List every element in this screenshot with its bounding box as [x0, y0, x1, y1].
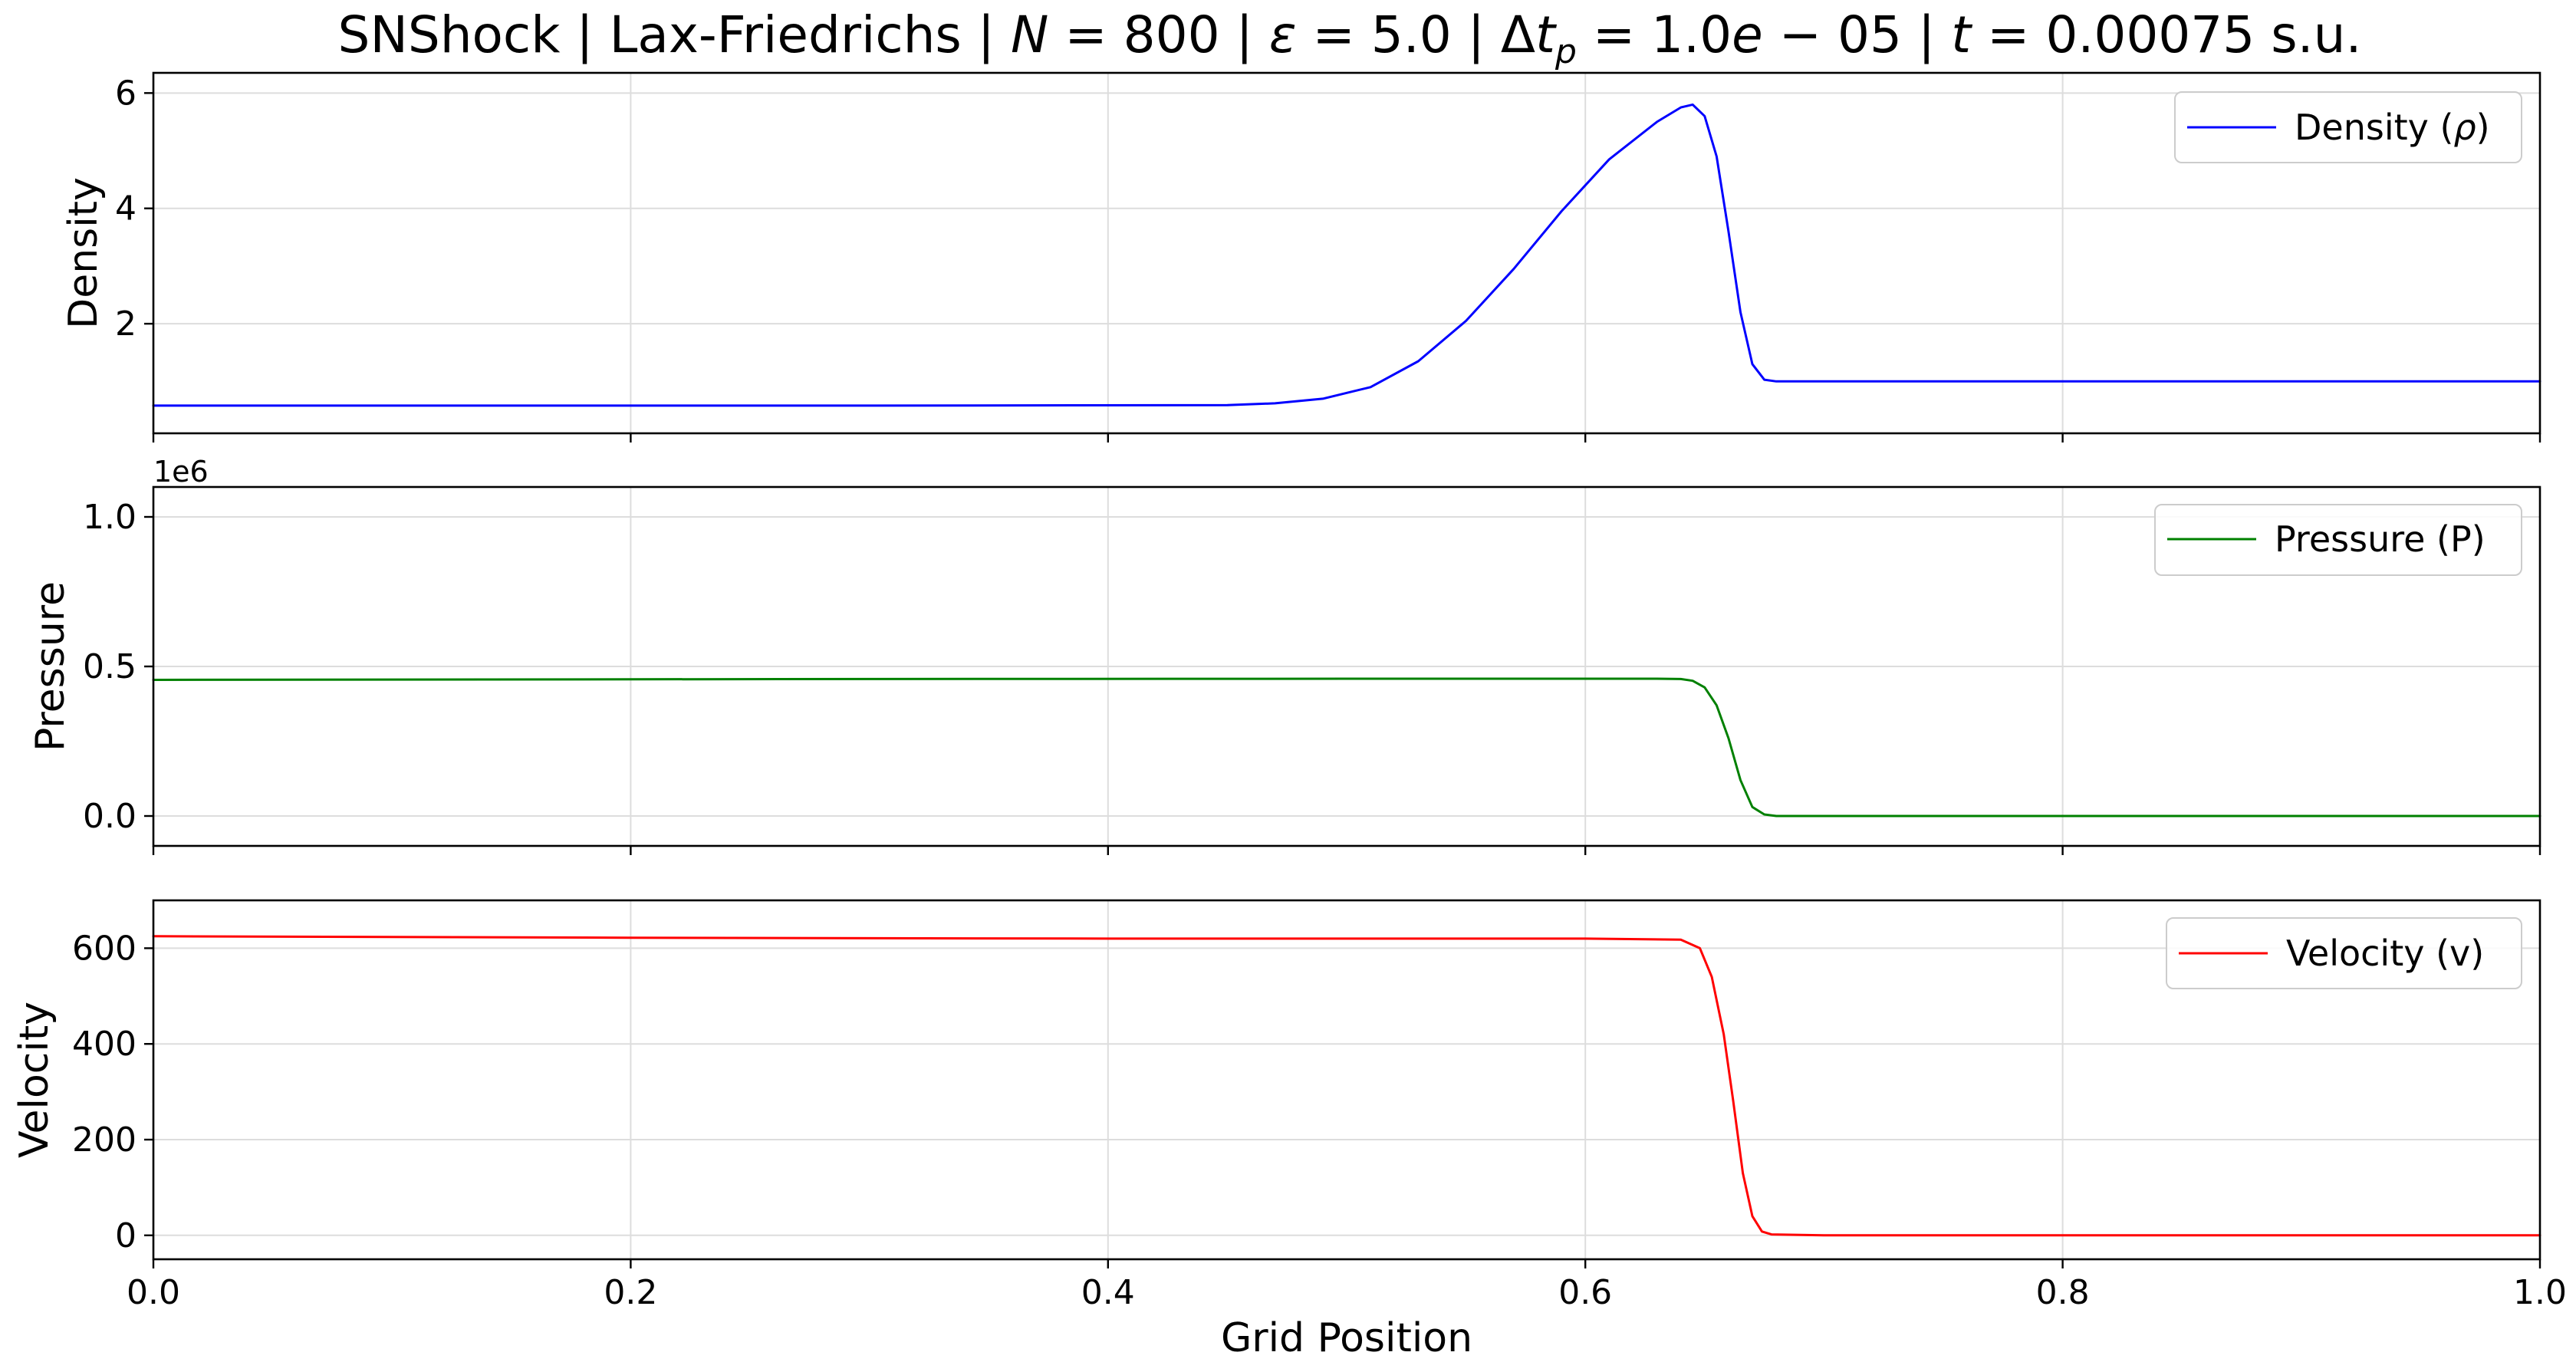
- density-panel: 2 4 6 Density Density (ρ): [61, 71, 2541, 443]
- density-legend-label: Density (ρ): [2295, 107, 2490, 148]
- velocity-legend-label: Velocity (v): [2286, 933, 2484, 974]
- xtick-label-5: 1.0: [2513, 1273, 2567, 1312]
- pressure-panel: 0.0 0.5 1.0 1e6 Pressure Pressure (P): [28, 455, 2541, 855]
- velocity-ytick-label-2: 400: [72, 1025, 137, 1064]
- density-legend: Density (ρ): [2174, 91, 2522, 163]
- pressure-line-0: [152, 677, 2541, 818]
- density-ylabel: Density: [61, 177, 107, 329]
- pressure-ticks: 0.0 0.5 1.0: [83, 498, 2541, 855]
- density-ytick-label-1: 4: [115, 189, 137, 229]
- velocity-panel: 0 200 400 600 0.0 0.2 0.4 0.6 0.8 1.0 Velocity Gr…: [12, 899, 2567, 1361]
- pressure-ytick-label-0: 0.0: [83, 797, 137, 836]
- xtick-label-3: 0.6: [1558, 1273, 1612, 1312]
- xtick-label-2: 0.4: [1081, 1273, 1135, 1312]
- density-legend-box: [2174, 91, 2522, 163]
- pressure-series: [152, 677, 2541, 818]
- pressure-ylabel: Pressure: [28, 581, 74, 752]
- x-axis-label: Grid Position: [1221, 1315, 1472, 1361]
- velocity-ylabel: Velocity: [12, 1002, 58, 1158]
- pressure-legend-box: [2154, 504, 2522, 576]
- xtick-label-1: 0.2: [604, 1273, 657, 1312]
- pressure-ytick-label-1: 0.5: [83, 647, 137, 686]
- pressure-legend: Pressure (P): [2154, 504, 2522, 576]
- density-line-0: [152, 103, 2541, 407]
- velocity-ytick-label-0: 0: [115, 1216, 137, 1255]
- velocity-legend-box: [2166, 917, 2522, 989]
- density-plot-frame: [152, 71, 2541, 435]
- pressure-offset-text: 1e6: [153, 455, 209, 489]
- density-ytick-label-0: 2: [115, 304, 137, 344]
- density-ytick-label-2: 6: [115, 74, 137, 113]
- velocity-series: [152, 935, 2541, 1237]
- velocity-line-0: [152, 935, 2541, 1237]
- xtick-label-0: 0.0: [127, 1273, 180, 1312]
- velocity-plot-frame: [152, 899, 2541, 1261]
- velocity-ticks: 0 200 400 600 0.0 0.2 0.4 0.6 0.8 1.0: [72, 929, 2567, 1312]
- density-series: [152, 103, 2541, 407]
- density-ticks: 2 4 6: [115, 74, 2541, 443]
- velocity-legend: Velocity (v): [2166, 917, 2522, 989]
- velocity-ytick-label-1: 200: [72, 1120, 137, 1160]
- pressure-legend-label: Pressure (P): [2275, 518, 2486, 560]
- chart-title: SNShock | Lax-Friedrichs | N = 800 | ε =…: [338, 5, 2362, 71]
- xtick-label-4: 0.8: [2036, 1273, 2090, 1312]
- velocity-ytick-label-3: 600: [72, 929, 137, 968]
- pressure-ytick-label-2: 1.0: [83, 498, 137, 537]
